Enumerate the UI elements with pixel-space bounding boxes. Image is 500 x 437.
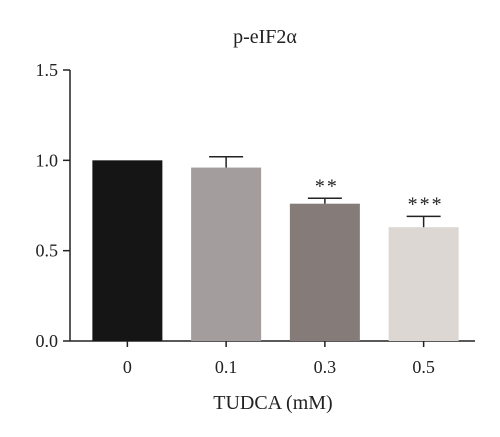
x-axis-label: TUDCA (mM): [213, 392, 332, 414]
x-tick-label: 0: [123, 357, 132, 377]
bar-0.3: [289, 203, 360, 341]
bar-0.1: [191, 167, 262, 341]
chart-title: p-eIF2α: [233, 26, 297, 48]
y-axis-ticks: 0.0 0.5 1.0 1.5: [36, 60, 70, 351]
bar-0: [92, 160, 163, 341]
x-tick-label: 0.3: [314, 357, 337, 377]
x-axis-ticks: 0 0.1 0.3 0.5: [123, 341, 435, 377]
significance-marker: **: [315, 175, 339, 197]
y-tick-label: 1.0: [36, 150, 59, 170]
bars: *****: [92, 155, 459, 341]
x-tick-label: 0.5: [412, 357, 435, 377]
x-tick-label: 0.1: [215, 357, 238, 377]
y-tick-label: 0.5: [36, 241, 59, 261]
y-tick-label: 0.0: [36, 331, 59, 351]
bar-0.5: [388, 227, 459, 341]
significance-marker: ***: [408, 193, 444, 215]
y-tick-label: 1.5: [36, 60, 59, 80]
